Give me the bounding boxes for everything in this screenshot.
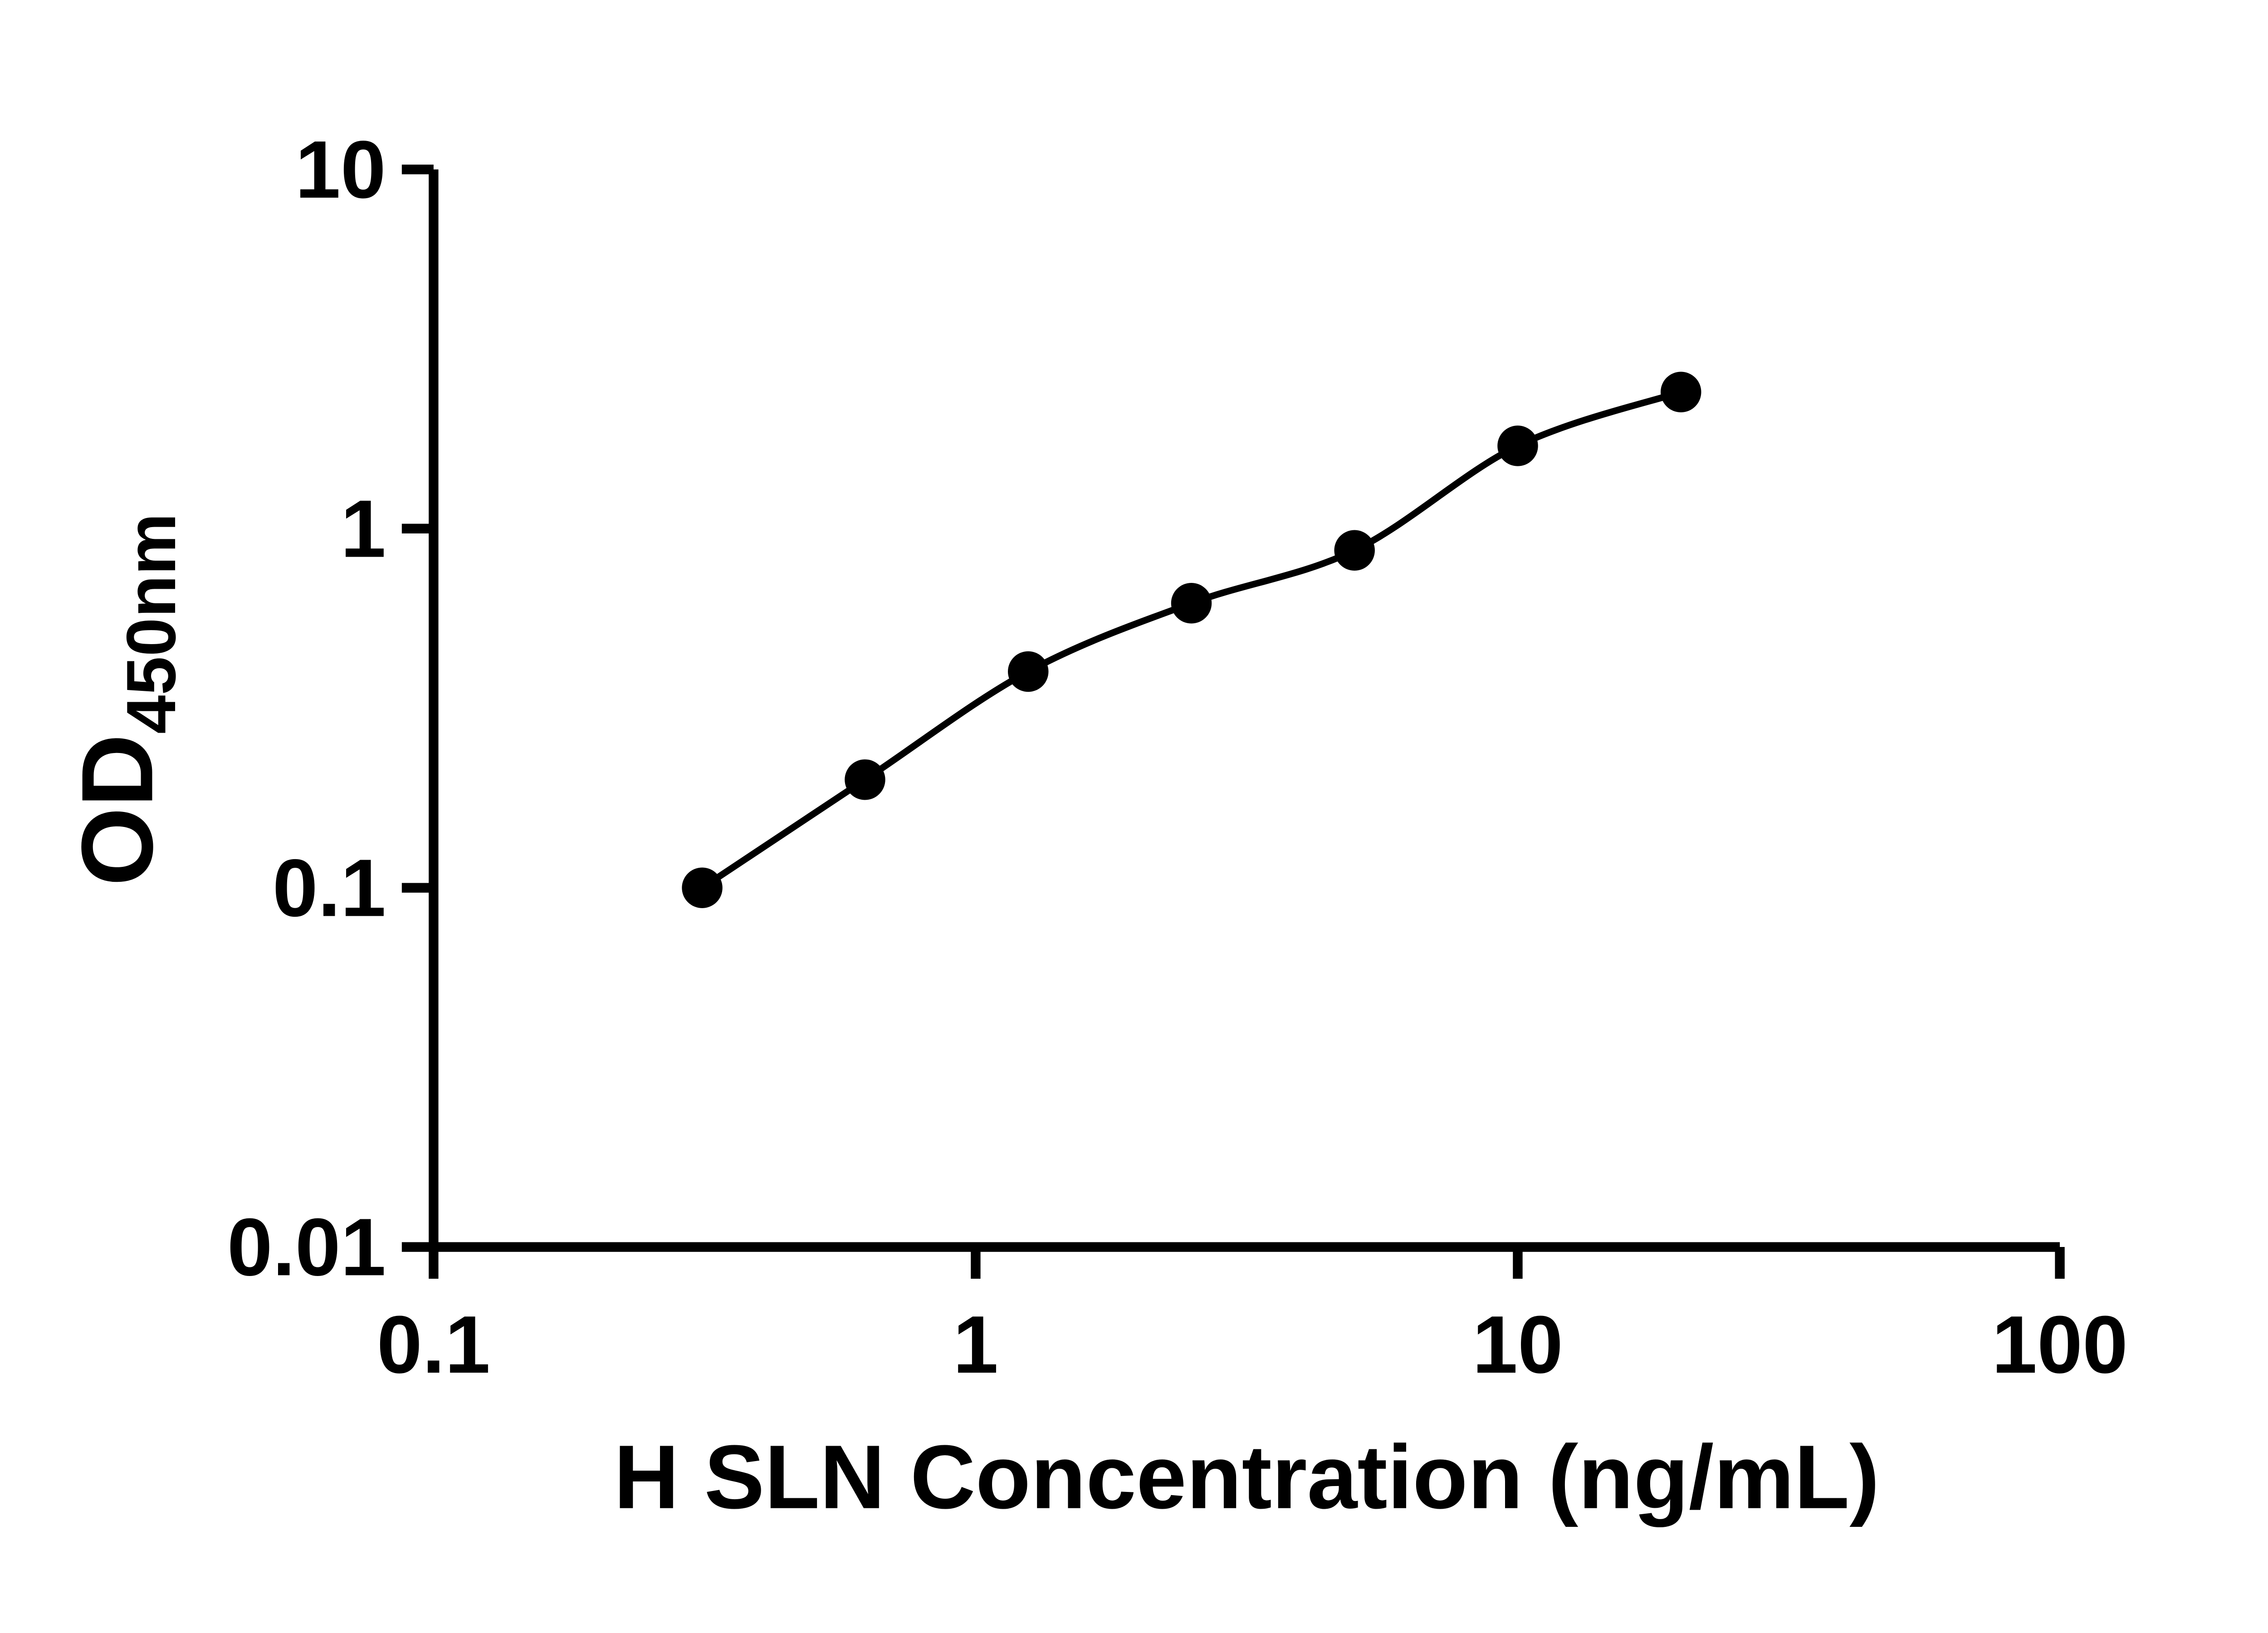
x-axis-title: H SLN Concentration (ng/mL) bbox=[614, 1427, 1879, 1528]
data-point bbox=[682, 867, 723, 908]
data-point bbox=[845, 759, 885, 800]
y-tick-label: 10 bbox=[295, 124, 386, 215]
data-point bbox=[1661, 372, 1701, 413]
x-tick-label: 0.1 bbox=[377, 1299, 490, 1390]
x-tick-label: 10 bbox=[1472, 1299, 1563, 1390]
fit-line bbox=[700, 389, 1682, 891]
data-point bbox=[1007, 651, 1049, 692]
data-point bbox=[1171, 583, 1212, 624]
y-axis-title: OD450nm bbox=[61, 513, 190, 886]
axes bbox=[429, 169, 2060, 1252]
y-tick-label: 1 bbox=[341, 484, 386, 575]
data-point bbox=[1334, 530, 1375, 571]
data-point bbox=[1497, 425, 1538, 466]
x-tick-label: 100 bbox=[1992, 1299, 2128, 1390]
y-tick-label: 0.1 bbox=[273, 842, 386, 934]
x-tick-label: 1 bbox=[953, 1299, 998, 1390]
y-tick-label: 0.01 bbox=[227, 1202, 386, 1293]
